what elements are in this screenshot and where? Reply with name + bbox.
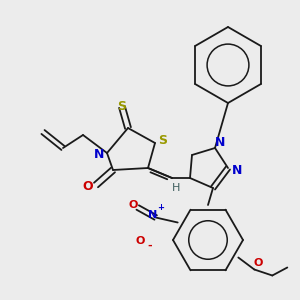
Text: -: -: [147, 241, 152, 250]
Text: S: S: [158, 134, 167, 146]
Text: O: O: [128, 200, 137, 211]
Text: N: N: [94, 148, 104, 161]
Text: N: N: [148, 209, 157, 220]
Text: N: N: [232, 164, 242, 176]
Text: O: O: [135, 236, 144, 245]
Text: O: O: [254, 259, 263, 269]
Text: S: S: [118, 100, 127, 113]
Text: H: H: [172, 183, 180, 193]
Text: N: N: [215, 136, 225, 148]
Text: O: O: [83, 181, 93, 194]
Text: +: +: [157, 203, 164, 212]
